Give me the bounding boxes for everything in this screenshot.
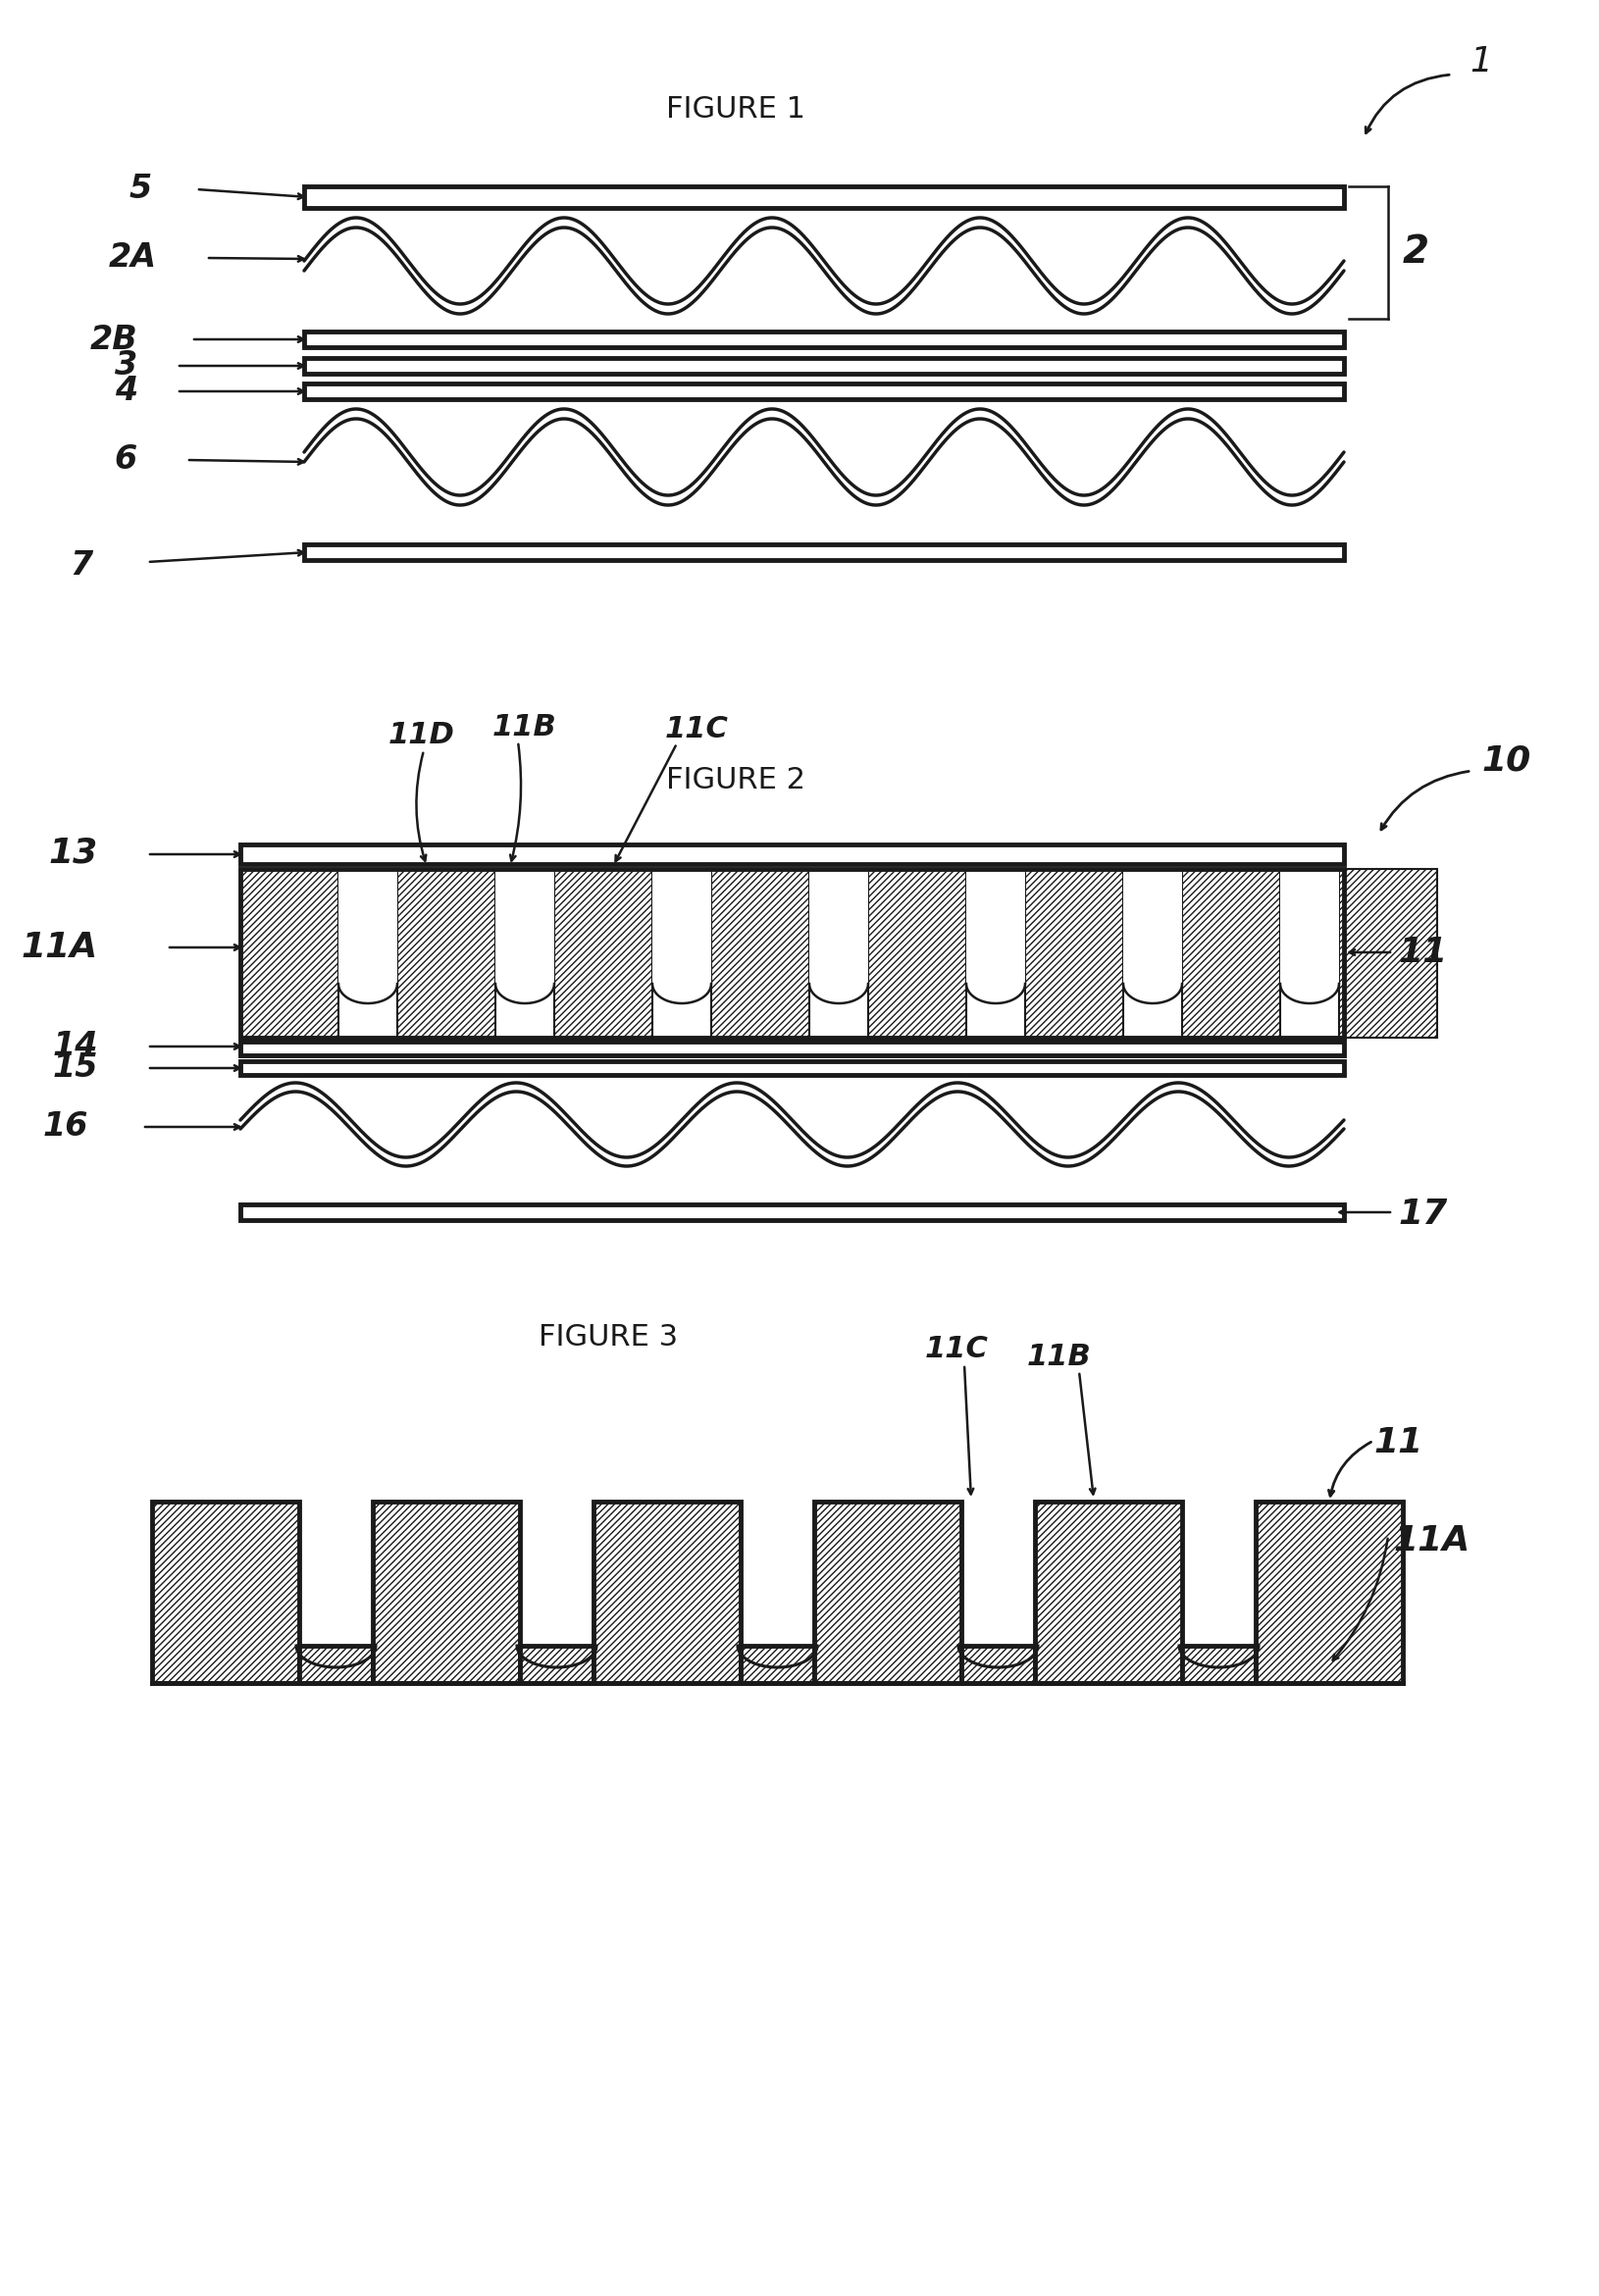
Bar bbox=[397, 868, 496, 1038]
Text: 15: 15 bbox=[53, 1052, 98, 1084]
Bar bbox=[373, 1502, 520, 1683]
Text: 11C: 11C bbox=[924, 1336, 988, 1364]
Text: 11B: 11B bbox=[1027, 1343, 1092, 1371]
Bar bbox=[1255, 1502, 1402, 1683]
Text: 17: 17 bbox=[1398, 1199, 1447, 1231]
Text: 11A: 11A bbox=[21, 930, 98, 964]
Text: 11: 11 bbox=[1374, 1426, 1423, 1460]
Text: 2: 2 bbox=[1402, 234, 1430, 271]
Text: 2A: 2A bbox=[109, 241, 157, 273]
Text: 11: 11 bbox=[1398, 937, 1447, 969]
Bar bbox=[652, 868, 712, 983]
Text: FIGURE 2: FIGURE 2 bbox=[667, 767, 806, 794]
Bar bbox=[1122, 868, 1182, 983]
Text: 5: 5 bbox=[130, 172, 152, 204]
Bar bbox=[299, 1646, 373, 1683]
Bar bbox=[1338, 868, 1438, 1038]
Text: 3: 3 bbox=[115, 349, 138, 381]
Text: 11D: 11D bbox=[389, 721, 456, 748]
Bar bbox=[1035, 1502, 1182, 1683]
Text: 7: 7 bbox=[70, 549, 93, 581]
Text: FIGURE 1: FIGURE 1 bbox=[667, 94, 806, 124]
Text: 16: 16 bbox=[43, 1111, 88, 1143]
Text: 4: 4 bbox=[115, 374, 138, 406]
Bar bbox=[240, 868, 1343, 1038]
Bar bbox=[1182, 868, 1281, 1038]
Bar bbox=[152, 1502, 299, 1683]
Bar bbox=[814, 1502, 961, 1683]
Bar bbox=[555, 868, 652, 1038]
Bar bbox=[966, 868, 1025, 983]
Bar bbox=[1025, 868, 1122, 1038]
Bar bbox=[868, 868, 966, 1038]
Bar bbox=[1281, 868, 1338, 983]
Text: 13: 13 bbox=[50, 836, 98, 868]
Bar bbox=[712, 868, 809, 1038]
Text: 2B: 2B bbox=[90, 324, 138, 356]
Text: 6: 6 bbox=[115, 443, 138, 475]
Text: 11C: 11C bbox=[665, 714, 728, 744]
Text: 11B: 11B bbox=[492, 712, 556, 742]
Bar bbox=[740, 1646, 814, 1683]
Text: FIGURE 3: FIGURE 3 bbox=[539, 1322, 678, 1350]
Text: 1: 1 bbox=[1469, 46, 1492, 78]
Text: 14: 14 bbox=[53, 1029, 98, 1061]
Bar bbox=[240, 868, 339, 1038]
Bar bbox=[339, 868, 397, 983]
Bar bbox=[520, 1646, 593, 1683]
Bar bbox=[809, 868, 868, 983]
Bar bbox=[1182, 1646, 1255, 1683]
Text: 11A: 11A bbox=[1393, 1525, 1469, 1557]
Bar bbox=[240, 868, 1343, 1038]
Bar bbox=[961, 1646, 1035, 1683]
Bar bbox=[496, 868, 555, 983]
Bar bbox=[593, 1502, 740, 1683]
Text: 10: 10 bbox=[1481, 744, 1530, 778]
